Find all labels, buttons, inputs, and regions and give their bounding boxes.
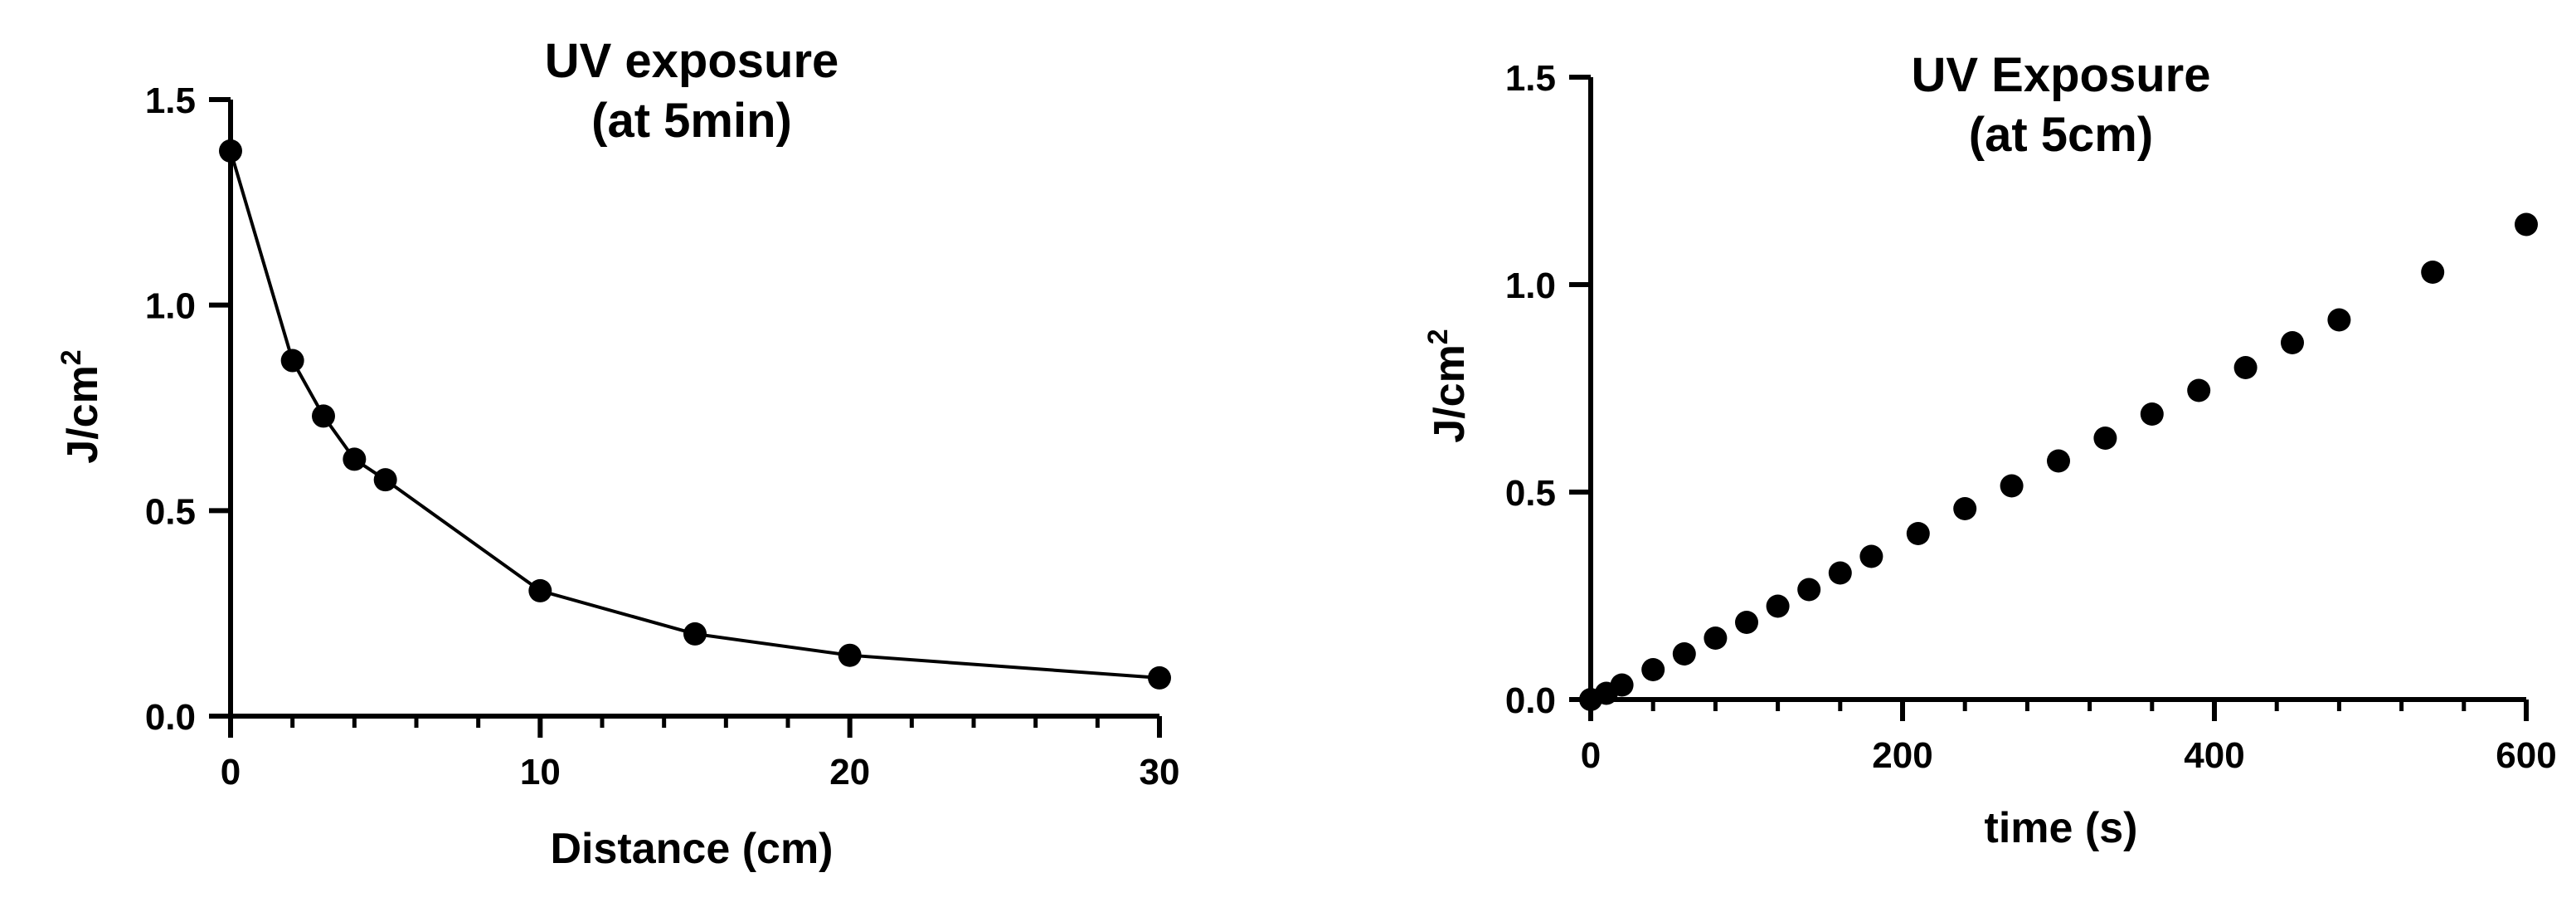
- data-point: [2233, 356, 2258, 379]
- x-tick-label: 10: [520, 752, 561, 792]
- chart-time: UV Exposure (at 5cm) time (s) J/cm2 0 200…: [1422, 48, 2557, 852]
- data-point: [1797, 578, 1821, 602]
- y-tick-label: 1.5: [1505, 58, 1556, 99]
- y-tick-label: 1.5: [145, 80, 196, 121]
- data-point: [1828, 561, 1852, 585]
- data-point: [373, 468, 397, 492]
- data-point: [1148, 666, 1171, 690]
- data-point: [1953, 497, 1977, 520]
- data-point: [2421, 261, 2445, 284]
- data-point: [2140, 402, 2164, 426]
- axes: 0 200 400 600 0.0 0.5 1.0 1.5: [1505, 58, 2557, 776]
- y-axis-label: J/cm2: [1422, 329, 1474, 442]
- y-axis-label-base: J/cm: [1426, 344, 1474, 443]
- y-tick-label: 0.0: [145, 697, 196, 738]
- y-tick-label: 1.0: [1505, 266, 1556, 306]
- series-line: [229, 150, 1160, 680]
- data-point: [2515, 212, 2538, 236]
- chart-title-line-1: UV Exposure: [1912, 48, 2211, 102]
- data-point: [2000, 474, 2024, 498]
- data-point: [1672, 642, 1696, 666]
- y-tick-label: 0.5: [145, 491, 196, 532]
- x-tick-label: 400: [2184, 735, 2244, 776]
- data-point: [2187, 378, 2211, 402]
- x-tick-label: 0: [1581, 735, 1601, 776]
- data-point: [1641, 658, 1665, 681]
- chart-title-line-2: (at 5min): [591, 94, 792, 148]
- data-point: [1906, 522, 1930, 545]
- y-tick-label: 0.5: [1505, 473, 1556, 514]
- data-point: [219, 139, 242, 163]
- chart-title-line-1: UV exposure: [545, 34, 839, 88]
- y-axis-label: J/cm2: [56, 349, 107, 463]
- axes: 0 10 20 30 0.0 0.5 1.0 1.5: [145, 80, 1180, 792]
- x-tick-label: 20: [829, 752, 870, 792]
- data-point: [683, 622, 707, 646]
- data-point: [2281, 331, 2304, 354]
- y-axis-label-base: J/cm: [59, 365, 107, 464]
- chart-distance: UV exposure (at 5min) Distance (cm) J/cm…: [56, 34, 1179, 873]
- y-axis-label-sup: 2: [56, 349, 87, 365]
- plot-marks: [1579, 212, 2538, 711]
- chart-title-line-2: (at 5cm): [1969, 108, 2153, 162]
- x-axis-label: time (s): [1985, 804, 2138, 852]
- data-point: [1859, 544, 1883, 568]
- data-point: [2327, 308, 2351, 332]
- data-point: [343, 447, 367, 471]
- data-point: [2047, 449, 2070, 473]
- data-point: [1735, 611, 1758, 634]
- data-point: [2093, 427, 2117, 450]
- y-axis-label-sup: 2: [1422, 329, 1454, 344]
- data-point: [1610, 673, 1634, 697]
- data-point: [838, 643, 862, 667]
- data-point: [1766, 594, 1790, 618]
- data-point: [1704, 627, 1728, 650]
- plot-marks: [219, 139, 1171, 690]
- data-point: [528, 578, 552, 602]
- x-tick-label: 30: [1140, 752, 1180, 792]
- data-point: [312, 404, 335, 428]
- x-tick-label: 200: [1872, 735, 1932, 776]
- x-axis-label: Distance (cm): [551, 825, 834, 873]
- x-tick-label: 0: [221, 752, 241, 792]
- data-point: [280, 349, 304, 373]
- y-tick-label: 0.0: [1505, 680, 1556, 721]
- y-tick-label: 1.0: [145, 286, 196, 327]
- x-tick-label: 600: [2496, 735, 2556, 776]
